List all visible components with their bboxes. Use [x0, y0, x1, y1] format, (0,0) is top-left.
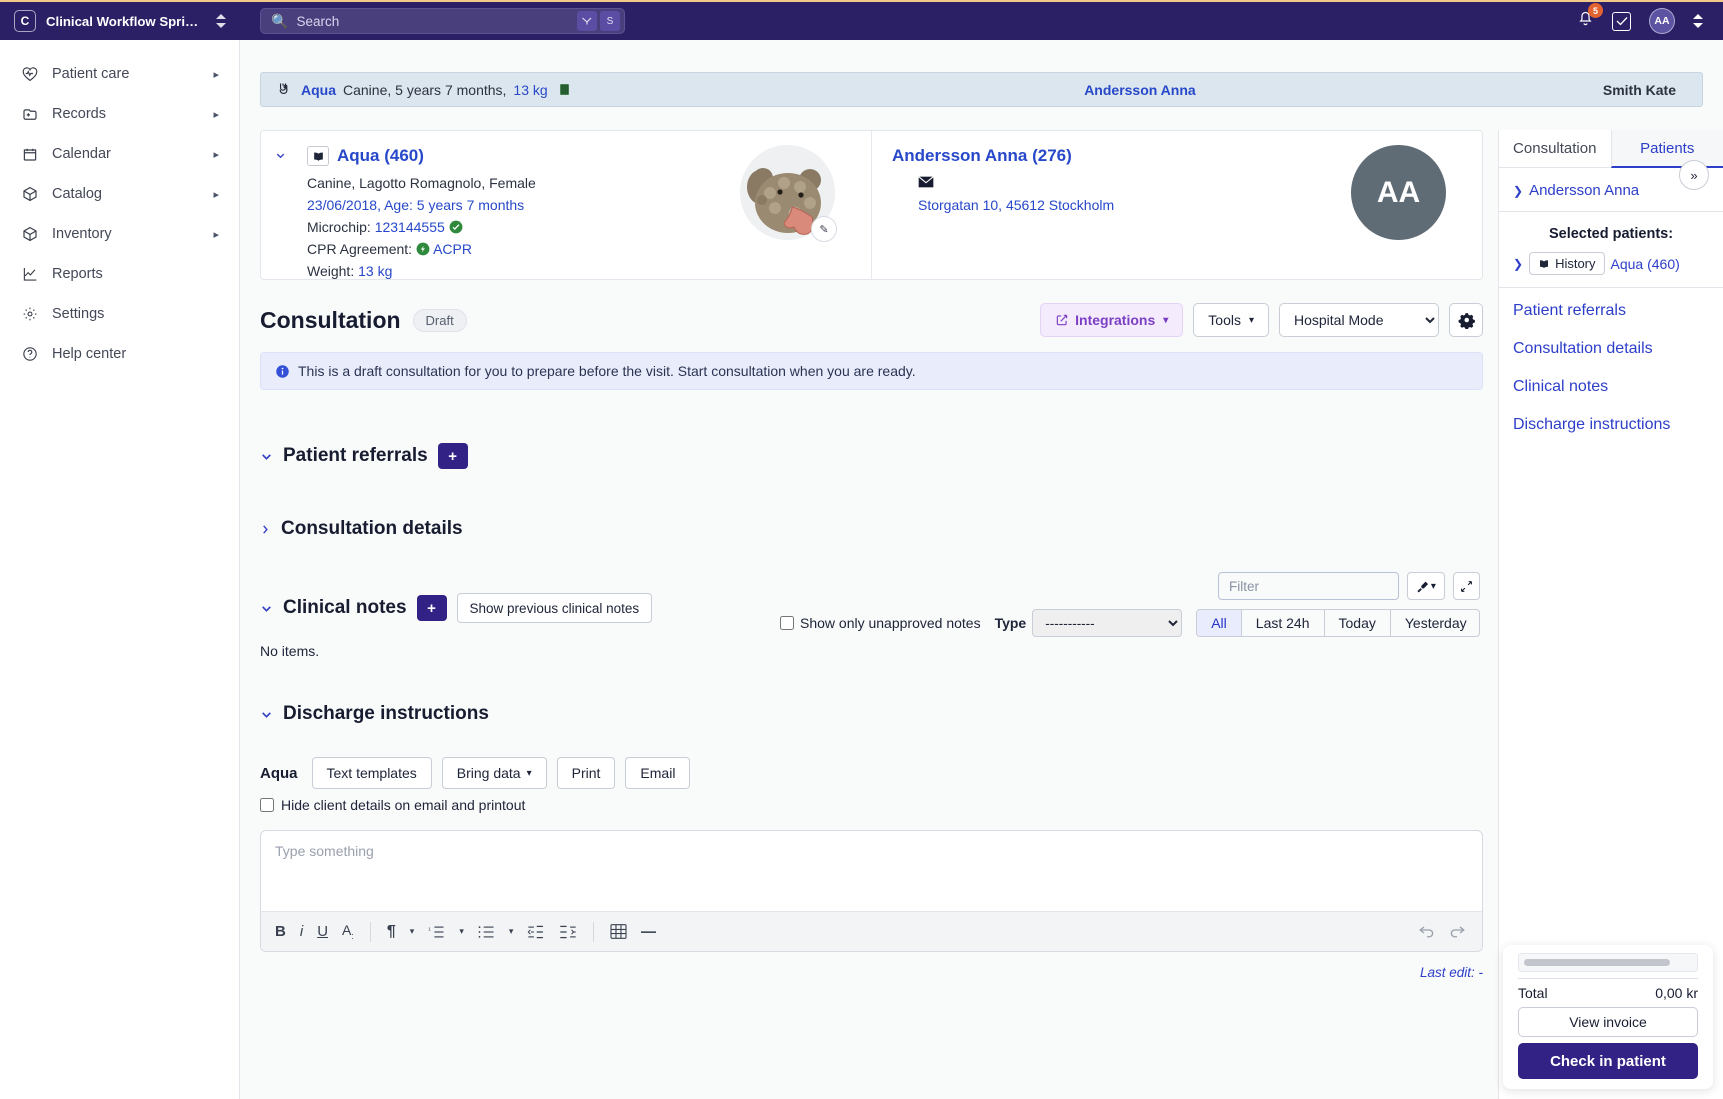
svg-text:1: 1 [428, 926, 431, 932]
